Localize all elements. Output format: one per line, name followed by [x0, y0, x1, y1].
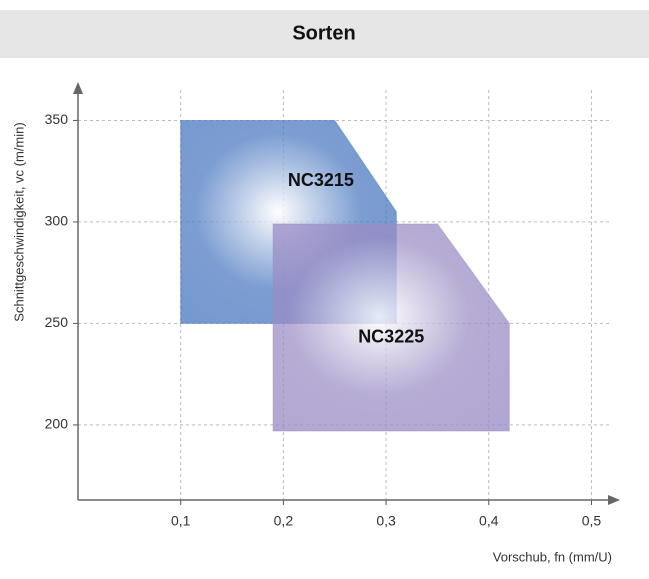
region-label: NC3225: [358, 327, 424, 347]
y-axis-label: Schnittgeschwindigkeit, vc (m/min): [11, 122, 26, 321]
y-axis-arrow: [73, 82, 83, 94]
x-tick-label: 0,1: [171, 513, 191, 529]
title-bar: [0, 10, 649, 58]
y-tick-label: 350: [45, 111, 69, 127]
x-axis-label: Vorschub, fn (mm/U): [493, 549, 612, 564]
x-tick-label: 0,3: [376, 513, 396, 529]
x-axis-arrow: [608, 495, 620, 505]
chart-title: Sorten: [292, 22, 355, 44]
x-tick-label: 0,4: [479, 513, 499, 529]
region-label: NC3215: [288, 170, 354, 190]
y-tick-label: 200: [45, 416, 69, 432]
x-tick-label: 0,2: [274, 513, 294, 529]
x-tick-label: 0,5: [582, 513, 602, 529]
region: [272, 223, 510, 432]
y-tick-label: 300: [45, 213, 69, 229]
y-tick-label: 250: [45, 314, 69, 330]
